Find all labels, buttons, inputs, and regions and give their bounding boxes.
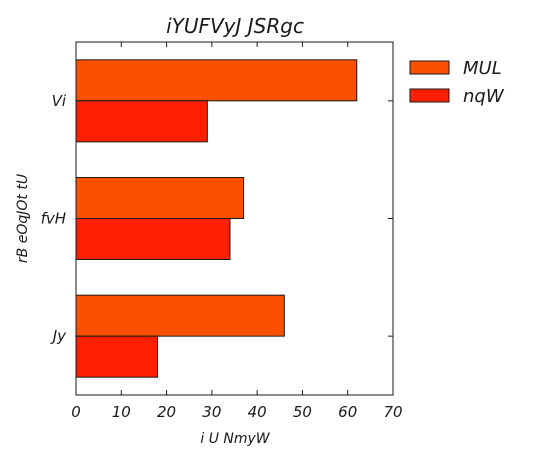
y-axis-label: rB eOqJOt tU [15, 174, 31, 263]
bar-MUL-Vi [75, 59, 358, 102]
chart-title: iYUFVyJ JSRgc [166, 14, 304, 38]
bar-nqW-Vi [75, 100, 208, 143]
y-category-label: Jy [50, 327, 67, 345]
x-tick-label: 20 [157, 403, 176, 421]
legend-swatch-MUL [409, 60, 450, 75]
x-axis-label: i U NmyW [200, 431, 270, 447]
legend: MUL nqW [409, 58, 505, 107]
x-tick-label: 40 [248, 403, 267, 421]
y-category-label: Vi [52, 92, 67, 110]
x-tick-label: 60 [338, 403, 357, 421]
legend-swatch-nqW [409, 88, 450, 103]
x-tick-label: 30 [202, 403, 221, 421]
x-ticks: 0 10 20 30 40 50 60 70 [71, 42, 403, 421]
y-category-label: fvH [41, 210, 66, 228]
x-tick-label: 70 [383, 403, 402, 421]
legend-label-nqW: nqW [463, 86, 505, 107]
x-tick-label: 10 [112, 403, 131, 421]
bar-nqW-fvH [75, 218, 231, 260]
legend-label-MUL: MUL [463, 58, 502, 79]
bars-group [75, 59, 358, 378]
bar-MUL-fvH [75, 177, 245, 219]
y-ticks: Vi fvH Jy [41, 92, 393, 345]
bar-MUL-Jy [75, 294, 285, 337]
x-tick-label: 50 [293, 403, 312, 421]
x-tick-label: 0 [71, 403, 81, 421]
bar-nqW-Jy [75, 335, 159, 378]
